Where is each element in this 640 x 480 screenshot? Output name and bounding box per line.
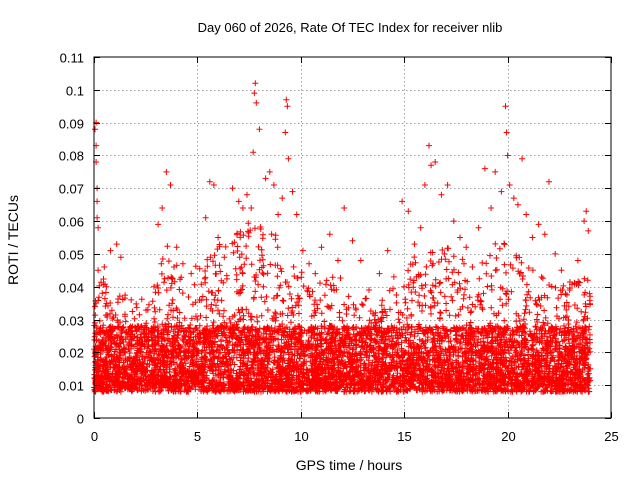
x-axis-label: GPS time / hours [296,457,403,473]
y-tick-label: 0.1 [66,84,84,99]
x-tick-label: 10 [294,429,308,444]
y-axis-label: ROTI / TECUs [5,195,21,285]
y-tick-label: 0.06 [59,215,84,230]
x-tick-label: 25 [604,429,618,444]
y-tick-label: 0.09 [59,117,84,132]
y-tick-label: 0.01 [59,379,84,394]
y-tick-label: 0.03 [59,314,84,329]
y-tick-label: 0.02 [59,346,84,361]
plot-frame [93,56,612,419]
data-points [91,80,594,395]
y-tick-label: 0.05 [59,248,84,263]
y-tick-label: 0.08 [59,149,84,164]
x-tick-label: 0 [91,429,98,444]
axis-ticks: 0 0.01 0.02 0.03 0.04 0.05 0.06 0.07 0.08 0.09 0.1… [59,51,619,445]
y-tick-label: 0.11 [60,51,84,66]
x-tick-label: 5 [194,429,201,444]
y-tick-label: 0 [77,412,84,427]
scatter-points [91,80,594,395]
y-tick-label: 0.07 [59,182,84,197]
x-tick-label: 20 [501,429,515,444]
x-tick-label: 15 [397,429,411,444]
y-tick-label: 0.04 [59,281,84,296]
chart-title: Day 060 of 2026, Rate Of TEC Index for r… [198,20,503,35]
